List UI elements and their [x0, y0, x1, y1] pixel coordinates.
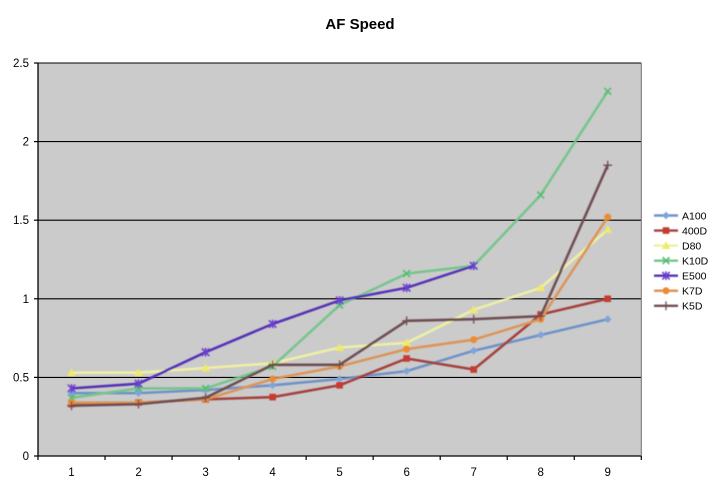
svg-text:400D: 400D [682, 225, 708, 237]
svg-text:9: 9 [605, 467, 611, 479]
svg-text:0.5: 0.5 [13, 372, 29, 384]
svg-text:1: 1 [68, 467, 74, 479]
svg-text:K7D: K7D [682, 286, 703, 298]
svg-text:5: 5 [336, 467, 342, 479]
svg-text:A100: A100 [682, 210, 707, 222]
svg-text:1.5: 1.5 [13, 215, 29, 227]
svg-text:4: 4 [269, 467, 276, 479]
svg-text:D80: D80 [682, 240, 701, 252]
svg-text:3: 3 [202, 467, 208, 479]
svg-text:8: 8 [538, 467, 544, 479]
svg-text:2.5: 2.5 [13, 58, 29, 70]
svg-text:K10D: K10D [682, 255, 709, 267]
svg-text:2: 2 [23, 137, 29, 149]
svg-text:AF Speed: AF Speed [325, 16, 394, 33]
svg-text:6: 6 [403, 467, 409, 479]
svg-text:1: 1 [23, 294, 29, 306]
svg-text:K5D: K5D [682, 301, 703, 313]
svg-text:7: 7 [470, 467, 476, 479]
svg-text:0: 0 [23, 451, 29, 463]
svg-text:E500: E500 [682, 271, 707, 283]
svg-text:2: 2 [135, 467, 141, 479]
